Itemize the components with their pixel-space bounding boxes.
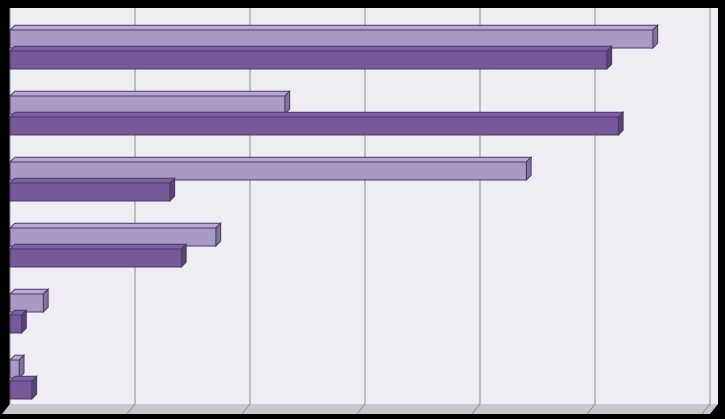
bar	[8, 155, 533, 182]
bar	[8, 110, 625, 137]
gridline-floor	[471, 403, 481, 415]
bar	[8, 221, 222, 248]
gridline-floor	[241, 403, 251, 415]
bar	[8, 176, 176, 203]
gridline-floor	[586, 403, 596, 415]
bar	[8, 23, 659, 50]
gridline-floor	[126, 403, 136, 415]
bar	[8, 353, 26, 380]
bar	[8, 308, 28, 335]
gridline-floor	[356, 403, 366, 415]
gridline-floor	[701, 403, 711, 415]
bar	[8, 89, 291, 116]
bar	[8, 287, 50, 314]
plot-area	[2, 8, 718, 414]
bar	[8, 44, 613, 71]
gridlines	[126, 8, 711, 415]
plot-floor	[2, 404, 718, 414]
bar	[8, 242, 188, 269]
plot-background	[10, 8, 718, 404]
bar	[8, 374, 38, 401]
bars	[8, 23, 659, 401]
